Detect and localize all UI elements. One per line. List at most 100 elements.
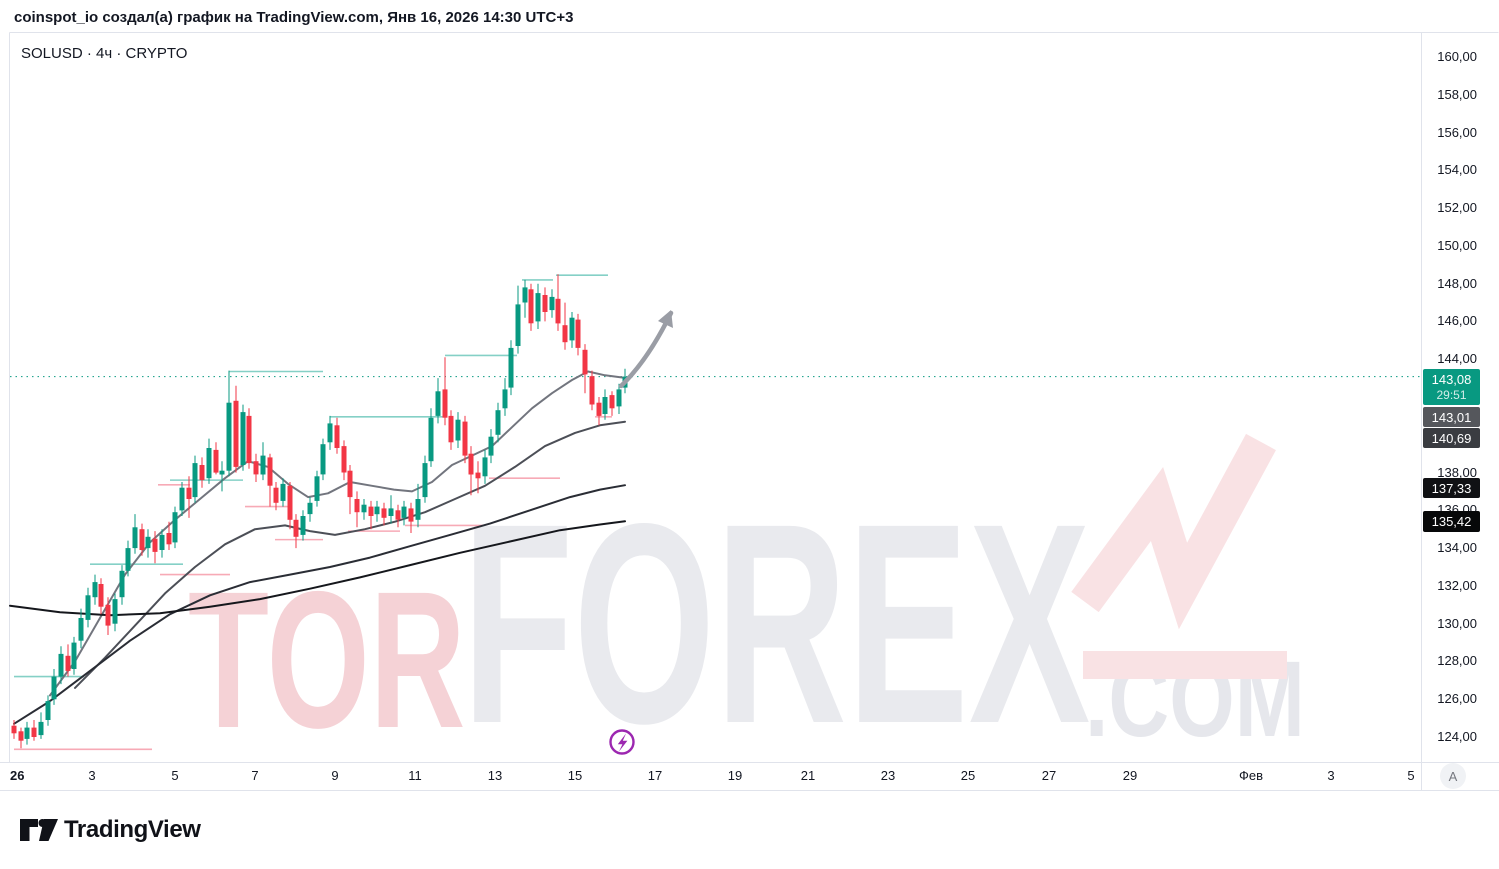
candle-body — [85, 595, 91, 620]
candle-body — [569, 317, 575, 341]
current-price-badge: 143,08 29:51 — [1423, 369, 1480, 405]
candle-body — [482, 457, 488, 477]
candle-body — [455, 419, 461, 441]
time-axis-label: 11 — [408, 768, 422, 783]
candle-body — [555, 298, 561, 324]
candle-body — [609, 395, 615, 409]
price-axis-label: 132,00 — [1437, 577, 1477, 593]
candle-body — [395, 510, 401, 520]
time-axis-label: 21 — [800, 768, 816, 783]
price-axis-label: 152,00 — [1437, 200, 1477, 216]
candle-body — [186, 487, 192, 499]
ma-slowest-badge: 135,42 — [1423, 511, 1480, 532]
price-axis-label: 134,00 — [1437, 540, 1477, 556]
candle-body — [616, 389, 622, 407]
candle-body — [139, 529, 145, 550]
candle-body — [388, 508, 394, 516]
candle-body — [408, 508, 414, 522]
candle-body — [213, 449, 219, 473]
time-axis-label: 15 — [567, 768, 583, 783]
ma-slow-badge: 137,33 — [1423, 478, 1480, 498]
price-axis[interactable]: 160,00 158,00 156,00 154,00 152,00 150,00 148,… — [1422, 33, 1499, 790]
time-axis-label: 25 — [960, 768, 976, 783]
candle-body — [428, 417, 434, 462]
ma-slow-badge-value: 137,33 — [1431, 480, 1472, 496]
candle-body — [145, 536, 151, 549]
candle-body — [199, 465, 205, 481]
candle-body — [125, 548, 131, 571]
watermark-zigzag-arrow — [1071, 433, 1276, 630]
price-axis-label: 130,00 — [1437, 615, 1477, 631]
candle-body — [314, 476, 320, 501]
snapshot-attribution: coinspot_io создал(а) график на TradingV… — [14, 9, 574, 26]
candle-body — [260, 455, 266, 475]
tradingview-logo[interactable]: TradingView — [20, 816, 201, 844]
candle-body — [368, 506, 374, 516]
candle-body — [462, 421, 468, 456]
candle-body — [78, 618, 84, 641]
symbol-title[interactable]: SOLUSD · 4ч · CRYPTO — [21, 45, 188, 62]
time-axis-label: 27 — [1041, 768, 1057, 783]
candle-body — [582, 349, 588, 375]
candle-body — [233, 400, 239, 467]
candle-body — [468, 453, 474, 475]
price-axis-label: 148,00 — [1437, 275, 1477, 291]
ma-slow-line[interactable] — [13, 484, 626, 725]
candle-body — [528, 289, 534, 324]
candle-body — [575, 319, 581, 348]
ma-medium-line[interactable] — [74, 420, 626, 689]
trend-arrow-head — [658, 310, 673, 328]
candle-body — [589, 376, 595, 405]
candle-body — [422, 463, 428, 498]
current-price-badge-countdown: 29:51 — [1436, 388, 1467, 402]
trend-arrow-drawing[interactable] — [618, 310, 674, 389]
time-axis-label: 29 — [1122, 768, 1138, 783]
ma-slowest-line[interactable] — [9, 520, 626, 617]
price-axis-label: 154,00 — [1437, 162, 1477, 178]
candle-body — [192, 463, 198, 498]
candle-body — [448, 415, 454, 443]
time-axis-label: Фев — [1238, 768, 1264, 783]
candle-body — [535, 293, 541, 322]
candle-body — [341, 446, 347, 473]
time-axis[interactable]: 26 3 5 7 9 11 13 15 17 19 21 23 25 27 29 Фев 3 5 — [0, 763, 1499, 791]
candle-body — [119, 570, 125, 598]
candle-body — [267, 457, 273, 486]
candle-body — [596, 402, 602, 416]
candle-body — [179, 487, 185, 511]
candle-body — [293, 519, 299, 537]
candle-body — [502, 389, 508, 409]
time-axis-label: 9 — [331, 768, 339, 783]
candle-body — [327, 423, 333, 443]
time-axis-label: 5 — [1407, 768, 1415, 783]
ma-fast-badge-value: 143,01 — [1431, 409, 1472, 425]
candle-body — [273, 487, 279, 503]
candle-body — [415, 499, 421, 520]
candle-body — [24, 727, 30, 739]
candle-body — [354, 499, 360, 513]
candle-body — [92, 582, 98, 598]
price-axis-label: 124,00 — [1437, 729, 1477, 744]
candle-body — [307, 502, 313, 515]
candle-body — [112, 599, 118, 624]
candle-body — [508, 347, 514, 388]
candle-body — [152, 538, 158, 552]
current-price-badge-value: 143,08 — [1431, 372, 1472, 387]
candle-body — [488, 436, 494, 456]
price-axis-label: 126,00 — [1437, 691, 1477, 707]
candle-body — [206, 448, 212, 479]
price-axis-label: 128,00 — [1437, 653, 1477, 669]
candle-body — [31, 727, 37, 737]
candle-body — [71, 642, 77, 669]
price-axis-label: 144,00 — [1437, 351, 1477, 367]
candle-body — [549, 296, 555, 311]
ma-slowest-badge-value: 135,42 — [1431, 514, 1472, 529]
auto-scale-button[interactable]: A — [1440, 763, 1466, 789]
candle-body — [475, 472, 481, 479]
time-axis-label: 26 — [10, 768, 25, 783]
ma-medium-badge-value: 140,69 — [1431, 430, 1472, 446]
candle-body — [246, 415, 252, 464]
candle-body — [219, 470, 225, 475]
